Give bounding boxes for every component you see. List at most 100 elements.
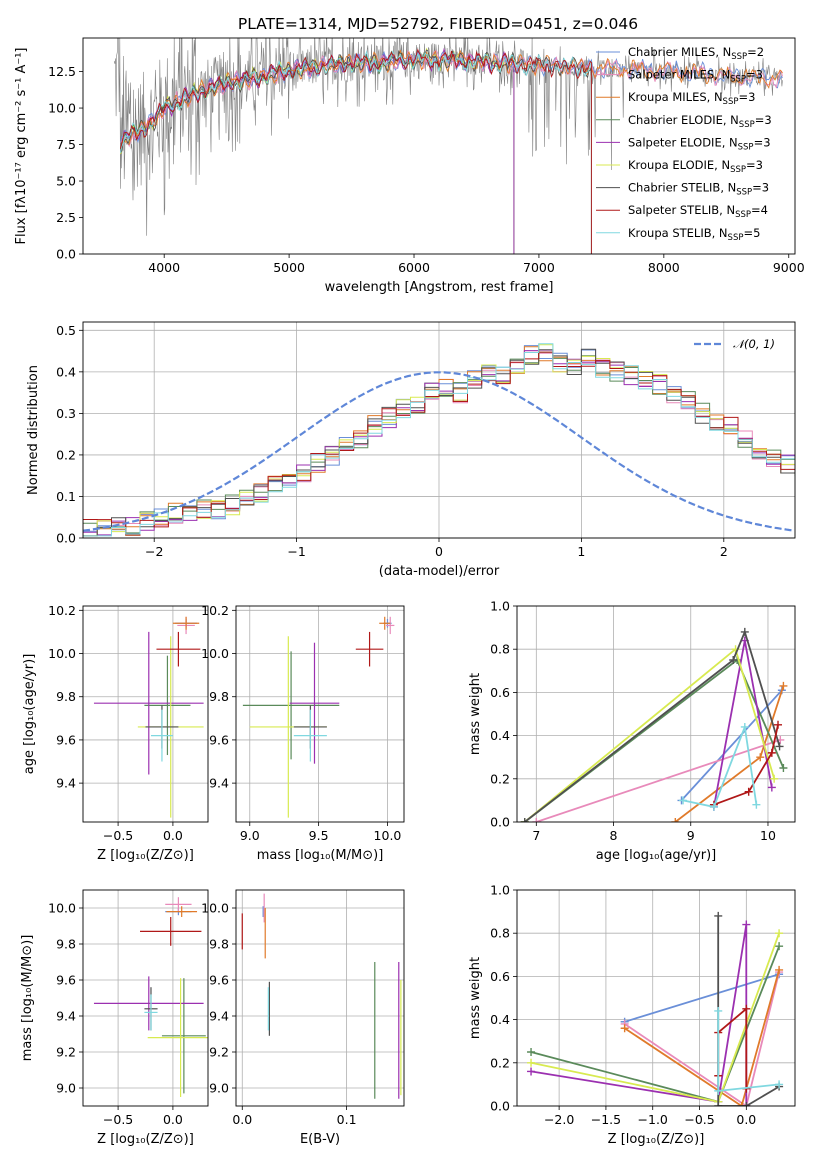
- tick-label-y: 7.5: [56, 137, 76, 152]
- tick-label-y: 0.4: [490, 1012, 510, 1027]
- axis-label-x: wavelength [Angstrom, rest frame]: [325, 280, 554, 295]
- tick-label-y: 0.6: [490, 685, 510, 700]
- tick-label-y: 9.0: [56, 1081, 76, 1096]
- residual-histogram: [83, 344, 795, 538]
- tick-label-y: 1.0: [490, 883, 510, 898]
- tick-label-y: 10.2: [48, 603, 76, 618]
- weight-marker: [527, 1067, 536, 1076]
- weight-marker: [779, 681, 788, 690]
- tick-label-y: 0.1: [56, 489, 76, 504]
- weight-marker: [527, 1048, 536, 1056]
- tick-label-x: −0.5: [103, 828, 133, 843]
- weight-marker: [729, 656, 738, 664]
- figure-title: PLATE=1314, MJD=52792, FIBERID=0451, z=0…: [238, 15, 638, 33]
- plot-area-mass_vs_Z: [93, 897, 208, 1097]
- weight-marker: [774, 720, 783, 729]
- legend-subscript: SSP: [731, 52, 747, 62]
- axes-frame: [82, 321, 796, 539]
- axes-frame: [516, 605, 796, 823]
- tick-label-y: 9.4: [209, 1009, 229, 1024]
- weight-marker: [714, 1006, 723, 1015]
- tick-label-x: −1.5: [591, 1112, 621, 1127]
- axis-label-x: age [log₁₀(age/yr)]: [596, 848, 717, 863]
- tick-label-y: 0.2: [490, 1055, 510, 1070]
- weight-marker: [744, 787, 753, 796]
- weight-line: [624, 969, 780, 1106]
- tick-label-y: 9.6: [209, 973, 229, 988]
- weight-marker: [740, 627, 749, 636]
- tick-label-x: 9000: [773, 260, 805, 275]
- tick-label-x: 7: [532, 828, 540, 843]
- model-spectrum: [120, 50, 592, 254]
- legend-subscript: SSP: [735, 210, 751, 220]
- panel-residuals: −2 −1 0 1 2 0.0 0.1 0.2 0.3 0.4 0.5 (data-model)/er…: [26, 321, 796, 579]
- tick-label-y: 9.2: [56, 1045, 76, 1060]
- tick-label-x: 0.0: [232, 1112, 252, 1127]
- weight-marker: [775, 742, 784, 751]
- weight-line: [680, 689, 783, 802]
- weight-marker: [752, 800, 761, 809]
- panel-age_vs_Z: −0.5 0.0 9.4 9.6 9.8 10.0 10.2 Z [log₁₀(Z/Z⊙)] a…: [22, 603, 209, 863]
- axis-label-y: mass weight: [468, 957, 483, 1039]
- axes-frame: [235, 889, 405, 1107]
- weight-marker: [679, 796, 688, 805]
- plot-area-weight_vs_Z: [527, 911, 784, 1106]
- tick-label-x: 0.0: [163, 828, 183, 843]
- legend: Chabrier MILES, NSSP=2 Salpeter MILES, NS…: [596, 45, 772, 243]
- axis-label-x: mass [log₁₀(M/M⊙)]: [257, 848, 384, 863]
- legend-value: =3: [752, 181, 769, 195]
- legend-label: Chabrier MILES, NSSP=2: [628, 45, 764, 62]
- weight-line: [624, 971, 780, 1106]
- axis-label-y: mass [log₁₀(M/M⊙)]: [20, 935, 35, 1062]
- tick-label-y: 9.6: [56, 973, 76, 988]
- axis-label-y: Normed distribution: [26, 365, 41, 495]
- panel-spectrum: 4000 5000 6000 7000 8000 9000 0.0 2.5 5.0 7.5 10.0…: [14, 37, 805, 295]
- tick-label-y: 2.5: [56, 210, 76, 225]
- legend-subscript: SSP: [736, 188, 752, 198]
- tick-label-x: 0.0: [163, 1112, 183, 1127]
- tick-label-y: 0.2: [490, 771, 510, 786]
- tick-label-y: 10.0: [48, 101, 76, 116]
- tick-label-x: 8000: [648, 260, 680, 275]
- tick-label-x: −2: [145, 544, 163, 559]
- panel-weight_vs_Z: −2.0 −1.5 −1.0 −0.5 0.0 0.0 0.2 0.4 0.6 0.8 1.0 Z […: [468, 883, 796, 1147]
- tick-label-y: 0.4: [56, 364, 76, 379]
- tick-label-y: 0.0: [56, 531, 76, 546]
- weight-marker: [775, 1080, 784, 1089]
- axis-label-x: E(B-V): [300, 1132, 340, 1147]
- weight-line: [530, 932, 780, 1103]
- legend-value: =3: [738, 90, 755, 104]
- weight-marker: [770, 774, 779, 783]
- tick-label-x: −0.5: [103, 1112, 133, 1127]
- legend-label: Chabrier STELIB, NSSP=3: [628, 181, 769, 198]
- model-spectrum: [120, 49, 592, 254]
- panel-mass_vs_Z: −0.5 0.0 9.0 9.2 9.4 9.6 9.8 10.0 Z [log₁₀(Z/Z⊙)…: [20, 889, 209, 1147]
- tick-label-x: 4000: [148, 260, 180, 275]
- weight-marker: [767, 783, 776, 792]
- tick-label-x: 9: [687, 828, 695, 843]
- weight-marker: [520, 818, 529, 822]
- weight-marker: [620, 1024, 629, 1033]
- tick-label-y: 9.6: [209, 732, 229, 747]
- legend-subscript: SSP: [728, 233, 744, 243]
- tick-label-y: 0.0: [490, 1099, 510, 1114]
- tick-label-y: 10.0: [201, 901, 229, 916]
- axes-frame: [235, 605, 405, 823]
- tick-label-y: 9.8: [209, 689, 229, 704]
- tick-label-x: −0.5: [684, 1112, 714, 1127]
- tick-label-y: 10.2: [201, 603, 229, 618]
- plot-area-residuals: [83, 343, 795, 538]
- weight-marker: [527, 1058, 536, 1067]
- tick-label-y: 9.4: [56, 1009, 76, 1024]
- weight-marker: [767, 748, 776, 757]
- tick-label-y: 9.8: [209, 937, 229, 952]
- legend-label: 𝒩(0, 1): [733, 337, 775, 351]
- tick-label-x: 10.0: [374, 828, 402, 843]
- weight-marker: [779, 764, 788, 772]
- tick-label-y: 0.8: [490, 642, 510, 657]
- axis-label-y: Flux [fλ10⁻¹⁷ erg cm⁻² s⁻¹ A⁻¹]: [14, 48, 29, 245]
- tick-label-y: 0.2: [56, 447, 76, 462]
- axis-label-x: Z [log₁₀(Z/Z⊙)]: [608, 1132, 705, 1147]
- weight-marker: [714, 1102, 723, 1106]
- tick-label-y: 9.8: [56, 937, 76, 952]
